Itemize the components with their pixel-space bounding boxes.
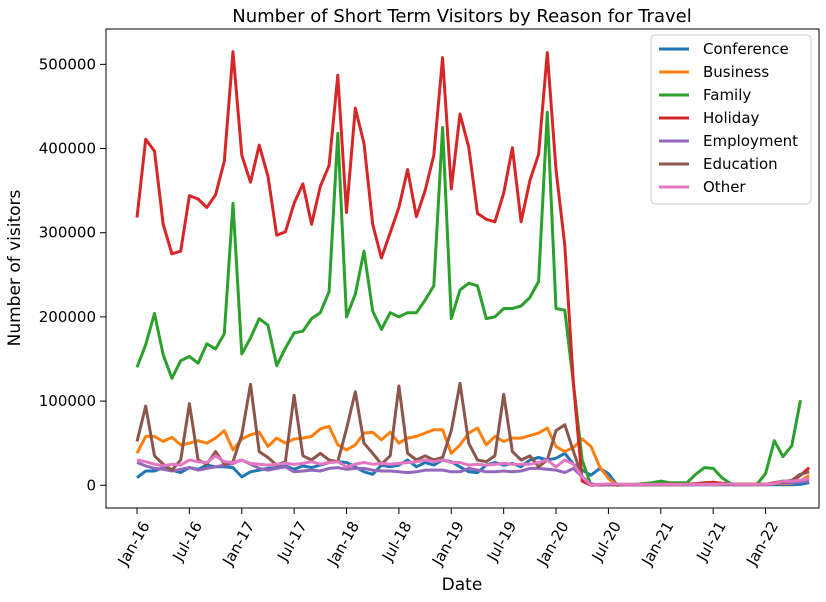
y-axis: 0 100000 200000 300000 400000 500000 <box>39 55 106 494</box>
series-line-other <box>136 454 810 487</box>
y-tick-label: 200000 <box>39 308 96 326</box>
series-line-business <box>135 424 811 487</box>
x-tick-label: Jul-21 <box>692 518 729 565</box>
x-tick-label: Jul-19 <box>483 518 520 565</box>
x-axis: Jan-16 Jul-16 Jan-17 Jul-17 Jan-18 Jul-18 Jan-… <box>114 508 782 569</box>
legend: Conference Business Family Holiday Employmen… <box>650 34 812 205</box>
y-tick-label: 400000 <box>39 140 96 158</box>
legend-label: Education <box>703 155 778 173</box>
legend-label: Family <box>703 86 751 104</box>
legend-box <box>650 34 812 205</box>
y-tick-label: 0 <box>86 476 96 494</box>
plot-area <box>105 28 820 509</box>
x-tick-label: Jul-20 <box>588 518 625 565</box>
x-tick-label: Jul-18 <box>378 518 415 565</box>
x-tick-label: Jan-16 <box>114 518 154 569</box>
y-tick-label: 500000 <box>39 55 96 73</box>
chart-title: Number of Short Term Visitors by Reason … <box>232 6 691 27</box>
y-tick-label: 300000 <box>39 224 96 242</box>
legend-label: Employment <box>703 132 798 150</box>
legend-label: Business <box>703 63 769 81</box>
x-tick-label: Jan-18 <box>323 518 363 569</box>
legend-label: Other <box>703 178 746 196</box>
y-axis-title: Number of visitors <box>5 189 25 346</box>
legend-label: Holiday <box>703 109 760 127</box>
y-tick-label: 100000 <box>39 392 96 410</box>
series-line-family <box>135 110 802 487</box>
x-tick-label: Jul-16 <box>169 518 206 565</box>
x-tick-label: Jul-17 <box>273 518 310 565</box>
x-tick-label: Jan-20 <box>533 518 573 569</box>
x-tick-label: Jan-22 <box>742 518 782 569</box>
series-lines <box>135 50 811 487</box>
legend-label: Conference <box>703 40 789 58</box>
x-tick-label: Jan-21 <box>637 518 677 569</box>
x-tick-label: Jan-17 <box>218 518 258 569</box>
x-tick-label: Jan-19 <box>428 518 468 569</box>
x-axis-title: Date <box>442 575 483 595</box>
